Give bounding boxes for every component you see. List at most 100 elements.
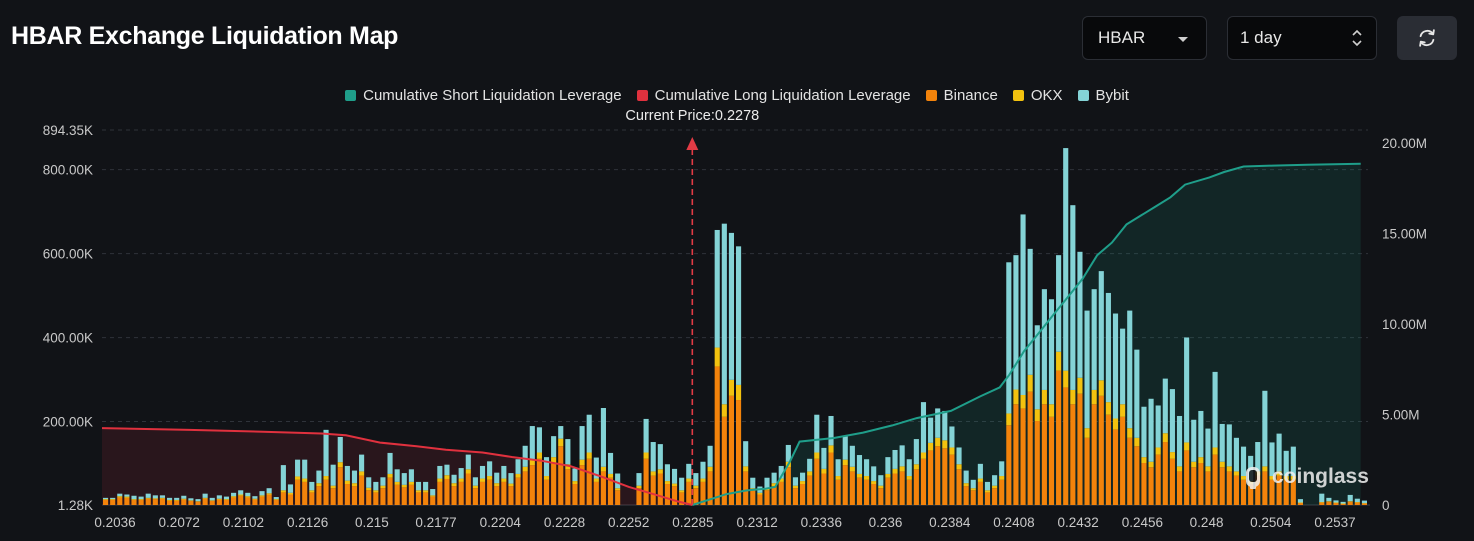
okx-bar (1240, 476, 1247, 480)
binance-bar (664, 484, 670, 505)
legend-item-binance[interactable]: Binance (925, 87, 998, 104)
bybit-bar (913, 439, 919, 465)
binance-bar (344, 484, 350, 505)
bybit-bar (792, 477, 799, 486)
okx-bar (600, 466, 606, 472)
caret-down-icon (1178, 37, 1188, 42)
okx-bar (1169, 452, 1175, 459)
binance-bar (1169, 458, 1175, 505)
okx-bar (110, 499, 116, 500)
x-tick-label: 0.2537 (1314, 515, 1355, 530)
okx-bar (1361, 503, 1367, 504)
okx-bar (131, 499, 137, 500)
binance-bar (437, 481, 443, 505)
coin-select[interactable]: HBAR (1082, 16, 1207, 60)
binance-bar (1347, 501, 1353, 505)
bybit-bar (117, 493, 123, 497)
bybit-bar (579, 426, 585, 460)
binance-bar (942, 448, 948, 505)
bybit-bar (1269, 442, 1275, 477)
okx-bar (963, 483, 969, 487)
binance-bar (1056, 370, 1062, 505)
legend-item-long[interactable]: Cumulative Long Liquidation Leverage (636, 87, 911, 104)
time-range-select[interactable]: 1 day (1227, 16, 1377, 60)
okx-bar (167, 499, 173, 501)
bybit-bar (1262, 390, 1268, 467)
bybit-bar (1098, 271, 1104, 381)
refresh-button[interactable] (1397, 16, 1457, 60)
legend-item-bybit[interactable]: Bybit (1077, 87, 1129, 104)
okx-bar (707, 466, 713, 472)
legend-item-short[interactable]: Cumulative Short Liquidation Leverage (345, 87, 622, 104)
binance-bar (110, 499, 116, 505)
bybit-bar (1091, 289, 1097, 390)
okx-bar (1333, 502, 1339, 503)
okx-bar (1013, 389, 1019, 405)
bybit-bar (572, 468, 578, 482)
bybit-bar (238, 490, 244, 495)
binance-bar (728, 395, 734, 505)
bybit-bar (714, 229, 720, 348)
okx-bar (259, 495, 265, 497)
bybit-bar (1361, 500, 1367, 504)
bybit-bar (707, 445, 713, 467)
bybit-bar (423, 481, 429, 491)
binance-bar (1020, 408, 1026, 505)
bybit-bar (1319, 493, 1325, 503)
okx-bar (1233, 471, 1239, 476)
bybit-bar (536, 427, 542, 453)
bar-layer (103, 148, 1367, 505)
okx-bar (700, 478, 706, 482)
binance-bar (679, 492, 685, 505)
binance-bar (778, 481, 784, 505)
okx-bar (693, 485, 699, 489)
okx-bar (1020, 394, 1026, 409)
okx-bar (821, 468, 827, 474)
bybit-bar (849, 445, 855, 467)
bybit-bar (558, 426, 564, 439)
bybit-bar (124, 494, 130, 497)
bybit-bar (1141, 406, 1147, 458)
binance-bar (935, 446, 941, 505)
binance-bar (1233, 475, 1239, 505)
okx-bar (1191, 461, 1197, 468)
bybit-bar (871, 466, 877, 482)
bybit-bar (415, 481, 422, 491)
bybit-bar (430, 489, 436, 496)
bybit-bar (736, 246, 742, 385)
binance-bar (1219, 467, 1225, 505)
y-left-tick-label: 400.00K (43, 331, 93, 346)
okx-bar (714, 347, 720, 367)
bybit-bar (138, 496, 144, 500)
bybit-bar (437, 465, 443, 479)
bybit-bar (316, 470, 322, 484)
legend-label-bybit: Bybit (1095, 87, 1129, 104)
x-tick-label: 0.2228 (544, 515, 585, 530)
bybit-bar (778, 465, 784, 479)
okx-bar (1276, 471, 1282, 476)
binance-bar (1112, 429, 1119, 505)
bybit-bar (479, 465, 486, 479)
x-tick-label: 0.2204 (480, 515, 522, 530)
binance-bar (195, 501, 201, 505)
x-tick-label: 0.2312 (736, 515, 777, 530)
y-right-tick-label: 0 (1382, 498, 1390, 513)
okx-bar (1041, 389, 1047, 405)
bybit-bar (1233, 437, 1239, 472)
okx-bar (1148, 461, 1154, 468)
okx-bar (1297, 502, 1303, 503)
okx-bar (757, 492, 763, 495)
legend-item-okx[interactable]: OKX (1012, 87, 1063, 104)
okx-bar (223, 499, 230, 500)
bybit-bar (223, 496, 230, 500)
bybit-bar (465, 454, 471, 470)
okx-bar (479, 478, 486, 482)
binance-bar (238, 495, 244, 505)
bybit-bar (892, 449, 898, 469)
okx-bar (643, 452, 649, 459)
bybit-bar (885, 457, 891, 474)
binance-bar (522, 471, 528, 505)
okx-bar (814, 452, 820, 459)
bybit-bar (1283, 450, 1289, 477)
okx-bar (494, 483, 500, 487)
